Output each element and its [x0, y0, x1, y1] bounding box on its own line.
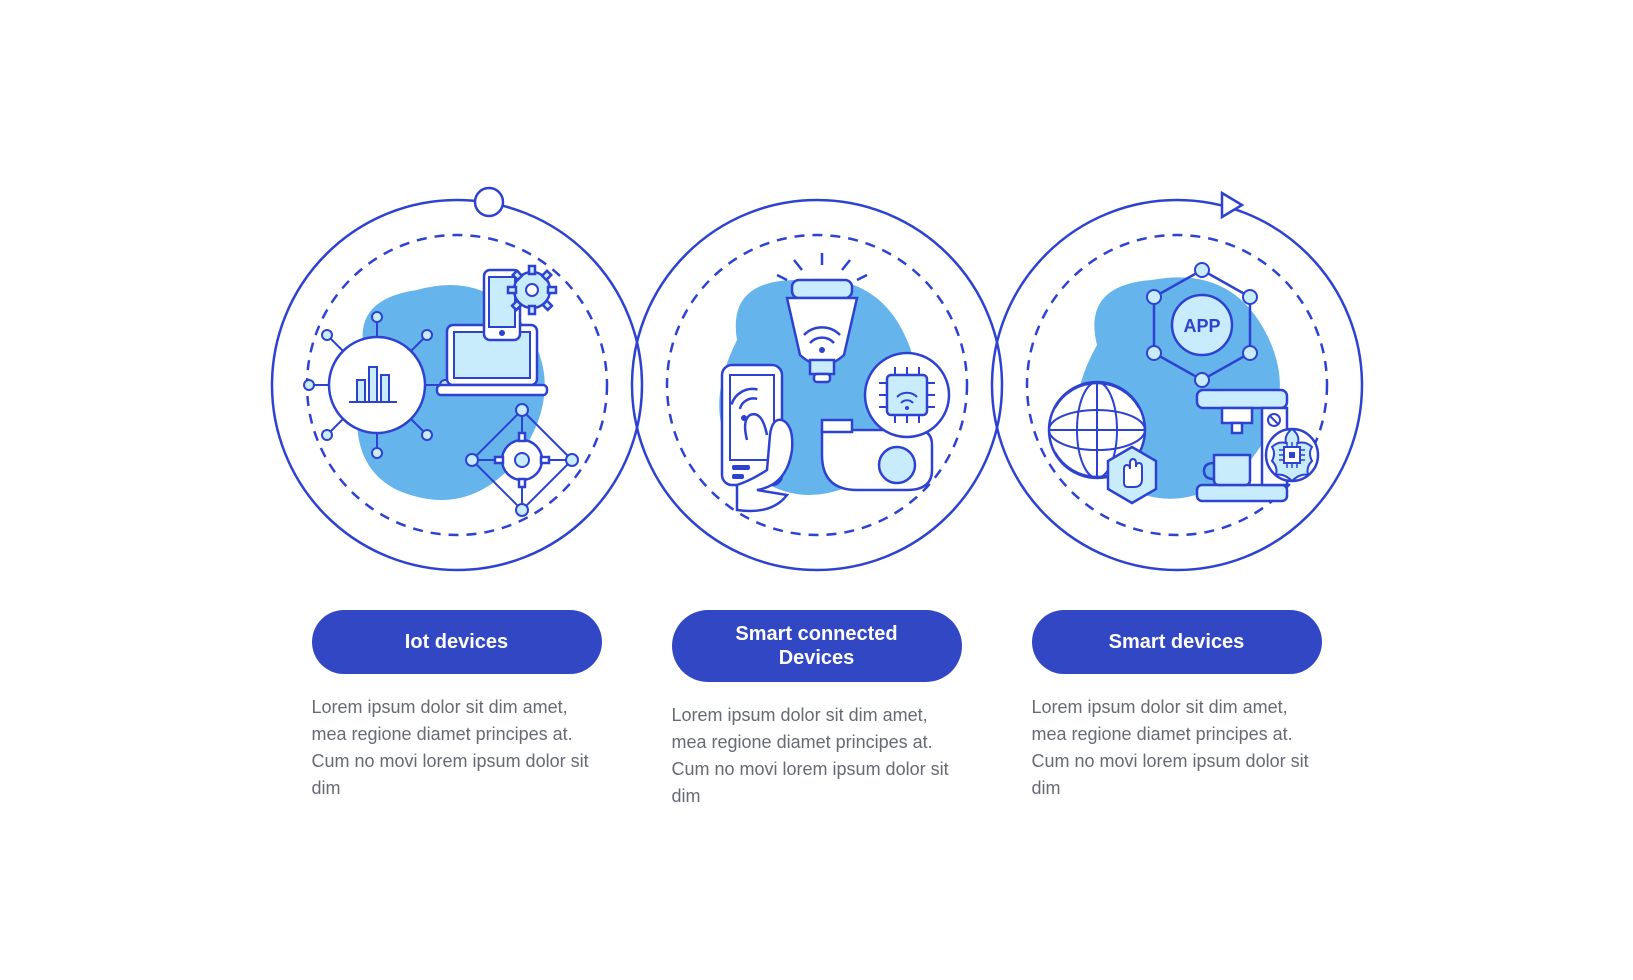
infographic-item-iot: Iot devices Lorem ipsum dolor sit dim am…: [267, 170, 647, 802]
pill-connected: Smart connected Devices: [672, 610, 962, 682]
pill-label: Smart connected Devices: [696, 622, 938, 670]
pill-smart: Smart devices: [1032, 610, 1322, 674]
pill-label: Smart devices: [1109, 630, 1245, 654]
description-connected: Lorem ipsum dolor sit dim amet, mea regi…: [672, 702, 962, 810]
pill-iot: Iot devices: [312, 610, 602, 674]
connected-devices-icon: [632, 200, 1002, 570]
iot-devices-icon: [272, 188, 642, 570]
smart-devices-icon: APP: [992, 193, 1362, 570]
infographic-container: Iot devices Lorem ipsum dolor sit dim am…: [277, 170, 1357, 810]
circle-graphic-iot: [267, 170, 647, 590]
infographic-item-smart: APP: [987, 170, 1367, 802]
circle-graphic-connected: [627, 170, 1007, 590]
pill-label: Iot devices: [405, 630, 508, 654]
description-smart: Lorem ipsum dolor sit dim amet, mea regi…: [1032, 694, 1322, 802]
description-iot: Lorem ipsum dolor sit dim amet, mea regi…: [312, 694, 602, 802]
infographic-item-connected: Smart connected Devices Lorem ipsum dolo…: [627, 170, 1007, 810]
circle-graphic-smart: APP: [987, 170, 1367, 590]
svg-text:APP: APP: [1183, 316, 1220, 336]
